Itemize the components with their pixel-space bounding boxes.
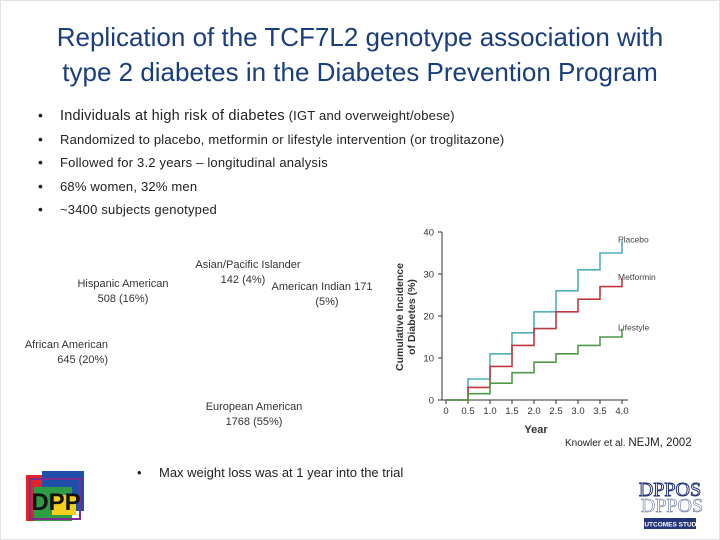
series-line-lifestyle xyxy=(446,328,623,401)
y-tick-label: 20 xyxy=(423,312,434,323)
series-label-lifestyle: Lifestyle xyxy=(618,323,649,333)
label-african-american: African American 645 (20%) xyxy=(24,339,108,366)
label-asian-pacific-islander: Asian/Pacific Islander 142 (4%) xyxy=(195,259,301,286)
x-tick-label: 2.0 xyxy=(527,406,540,417)
dppos-logo-text: DPPOS xyxy=(639,479,701,501)
series-label-placebo: Placebo xyxy=(618,234,649,244)
chart-ticks: 0 10 20 30 40 0 0.5 1.0 1.5 2.0 2.5 3.0 3.5 4.0 xyxy=(423,228,628,418)
y-tick-label: 30 xyxy=(423,270,434,281)
label-american-indian: American Indian 171 (5%) xyxy=(271,281,373,308)
bullet-text: Followed for 3.2 years – longitudinal an… xyxy=(60,155,328,170)
dpp-logo-text: DPP xyxy=(31,489,80,516)
label-european-american: European American 1768 (55%) xyxy=(205,401,303,428)
y-axis-label-line-2: of Diabetes (%) xyxy=(406,279,418,355)
chart-legend: Placebo Metformin Lifestyle xyxy=(618,234,656,332)
slide-title: Replication of the TCF7L2 genotype assoc… xyxy=(10,20,710,90)
y-axis-label: Cumulative Incidence xyxy=(396,263,406,371)
y-tick-label: 0 xyxy=(429,396,434,407)
bullet-text: (IGT and overweight/obese) xyxy=(284,108,455,123)
bullet-marker: • xyxy=(38,130,43,147)
x-tick-label: 3.0 xyxy=(571,406,584,417)
dppos-logo-shadow: DPPOS xyxy=(641,495,702,517)
bullet-marker: • xyxy=(38,201,43,217)
bullet-text-emphasis: Individuals at high risk of diabetes xyxy=(60,108,285,124)
bullet-text: 68% women, 32% men xyxy=(60,178,198,194)
dppos-logo: DPPOS DPPOS OUTCOMES STUDY xyxy=(638,479,702,529)
x-tick-label: 1.0 xyxy=(483,406,496,417)
title-line-2: type 2 diabetes in the Diabetes Preventi… xyxy=(62,57,658,87)
series-line-metformin xyxy=(446,278,623,401)
series-line-placebo xyxy=(446,240,623,401)
bullet-text: ~3400 subjects genotyped xyxy=(60,202,217,217)
bullet-marker: • xyxy=(137,465,142,480)
bullet-text: Randomized to placebo, metformin or life… xyxy=(60,131,505,147)
bottom-bullet-text: Max weight loss was at 1 year into the t… xyxy=(159,465,404,480)
bullet-marker: • xyxy=(38,107,43,123)
x-tick-label: 3.5 xyxy=(593,406,606,417)
label-hispanic-american: Hispanic American 508 (16%) xyxy=(77,278,169,305)
title-line-1: Replication of the TCF7L2 genotype assoc… xyxy=(56,22,664,52)
x-tick-label: 2.5 xyxy=(549,406,562,417)
x-axis-label: Year xyxy=(524,424,548,436)
bullet-marker: • xyxy=(38,154,43,170)
series-label-metformin: Metformin xyxy=(618,272,656,282)
dppos-tagline: OUTCOMES STUDY xyxy=(639,522,701,529)
cumulative-incidence-chart: 0 10 20 30 40 0 0.5 1.0 1.5 2.0 2.5 3.0 3.5 4.0 Place… xyxy=(396,228,656,437)
x-tick-label: 0 xyxy=(443,406,448,417)
x-tick-label: 0.5 xyxy=(461,406,474,417)
y-tick-label: 10 xyxy=(423,354,434,365)
chart-series xyxy=(446,240,623,401)
x-tick-label: 1.5 xyxy=(505,406,518,417)
x-tick-label: 4.0 xyxy=(615,406,628,417)
bullet-marker: • xyxy=(38,177,43,194)
bottom-bullet: • Max weight loss was at 1 year into the … xyxy=(137,465,403,480)
dpp-logo: DPP xyxy=(26,471,84,521)
y-tick-label: 40 xyxy=(423,228,434,239)
citation: Knowler et al. NEJM, 2002 xyxy=(565,437,692,449)
